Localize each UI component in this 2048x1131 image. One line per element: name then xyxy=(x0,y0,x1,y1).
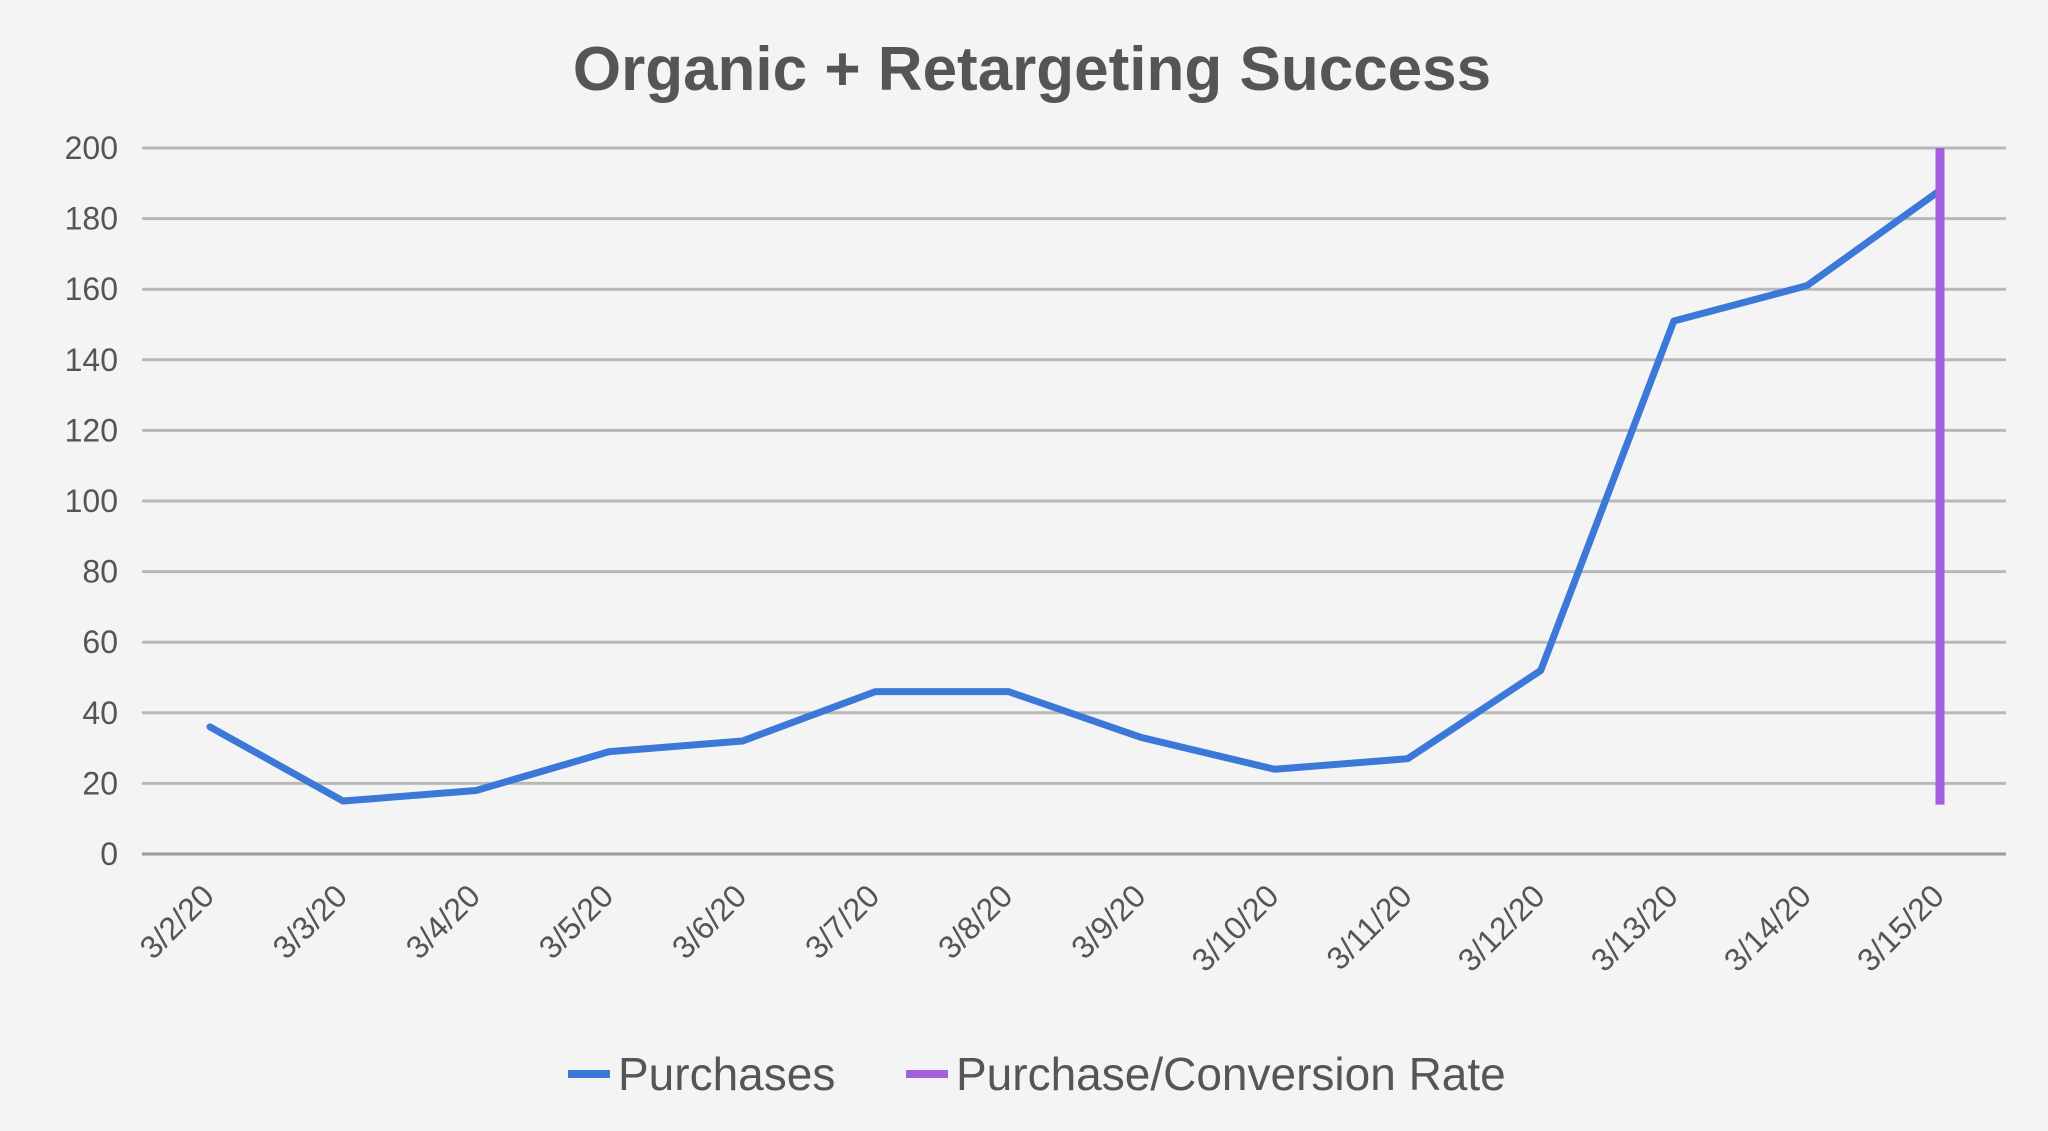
series-line-purchases xyxy=(206,186,1944,805)
data-point-purchases xyxy=(1803,282,1810,289)
data-point-purchases xyxy=(340,798,347,805)
data-point-purchases xyxy=(872,688,879,695)
data-point-purchases xyxy=(1670,317,1677,324)
data-point-purchases xyxy=(207,723,213,730)
y-tick-label: 160 xyxy=(65,271,118,307)
y-tick-label: 20 xyxy=(82,765,118,801)
data-point-purchases xyxy=(1537,667,1544,674)
y-tick-label: 180 xyxy=(65,201,118,237)
data-point-purchases xyxy=(473,787,480,794)
data-point-purchases xyxy=(1404,755,1411,762)
data-point-purchases xyxy=(1138,734,1145,741)
y-axis-ticks: 0 20 40 60 80 100 120 140 160 180 200 xyxy=(65,130,118,872)
y-tick-label: 100 xyxy=(65,483,118,519)
data-point-purchases xyxy=(739,738,746,745)
data-point-purchases xyxy=(1005,688,1012,695)
legend: Purchases Purchase/Conversion Rate xyxy=(568,1048,1506,1100)
y-tick-label: 60 xyxy=(82,624,118,660)
y-tick-label: 0 xyxy=(100,836,118,872)
y-tick-label: 120 xyxy=(65,412,118,448)
y-tick-label: 40 xyxy=(82,695,118,731)
y-tick-label: 140 xyxy=(65,342,118,378)
y-tick-label: 200 xyxy=(65,130,118,166)
legend-label-conversion-rate: Purchase/Conversion Rate xyxy=(956,1048,1506,1100)
data-point-purchases xyxy=(606,748,613,755)
series-layer xyxy=(206,148,1945,805)
chart-title: Organic + Retargeting Success xyxy=(573,35,1491,104)
legend-label-purchases: Purchases xyxy=(618,1048,835,1100)
data-point-purchases xyxy=(1271,766,1278,773)
y-tick-label: 80 xyxy=(82,554,118,590)
